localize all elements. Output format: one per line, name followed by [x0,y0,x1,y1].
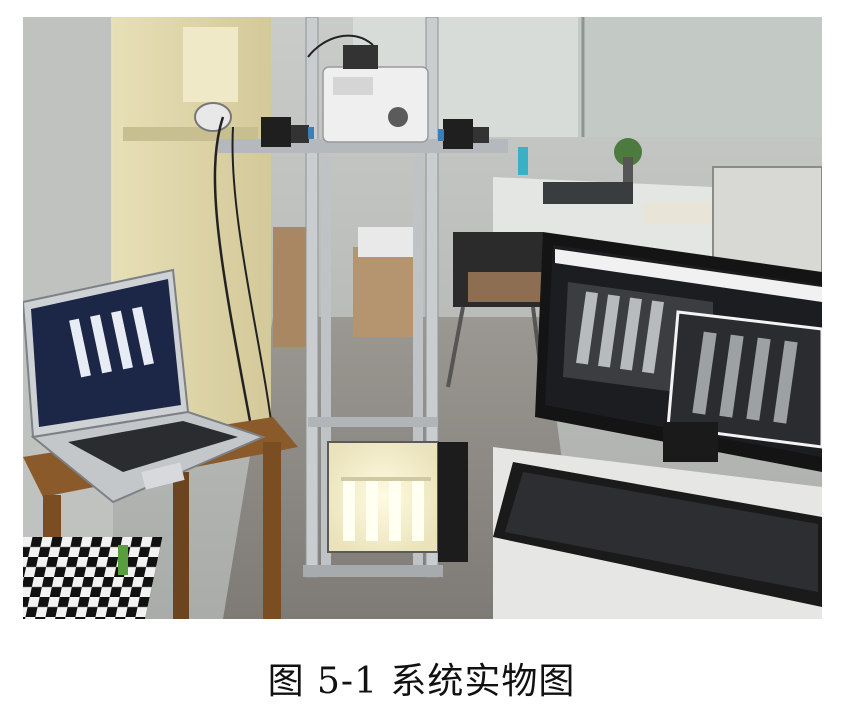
laptop [23,268,266,504]
aluminum-frame [218,17,508,578]
camera-right [438,119,489,149]
system-photo [23,17,822,619]
light-box [327,441,439,553]
figure-caption: 图 5-1 系统实物图 [267,661,576,702]
desktop-monitor [535,232,822,472]
camera-left [261,117,314,147]
wall-device [194,102,232,132]
projector [322,45,429,143]
calibration-checkerboard [23,537,163,619]
system-photo-illustration [23,17,822,619]
